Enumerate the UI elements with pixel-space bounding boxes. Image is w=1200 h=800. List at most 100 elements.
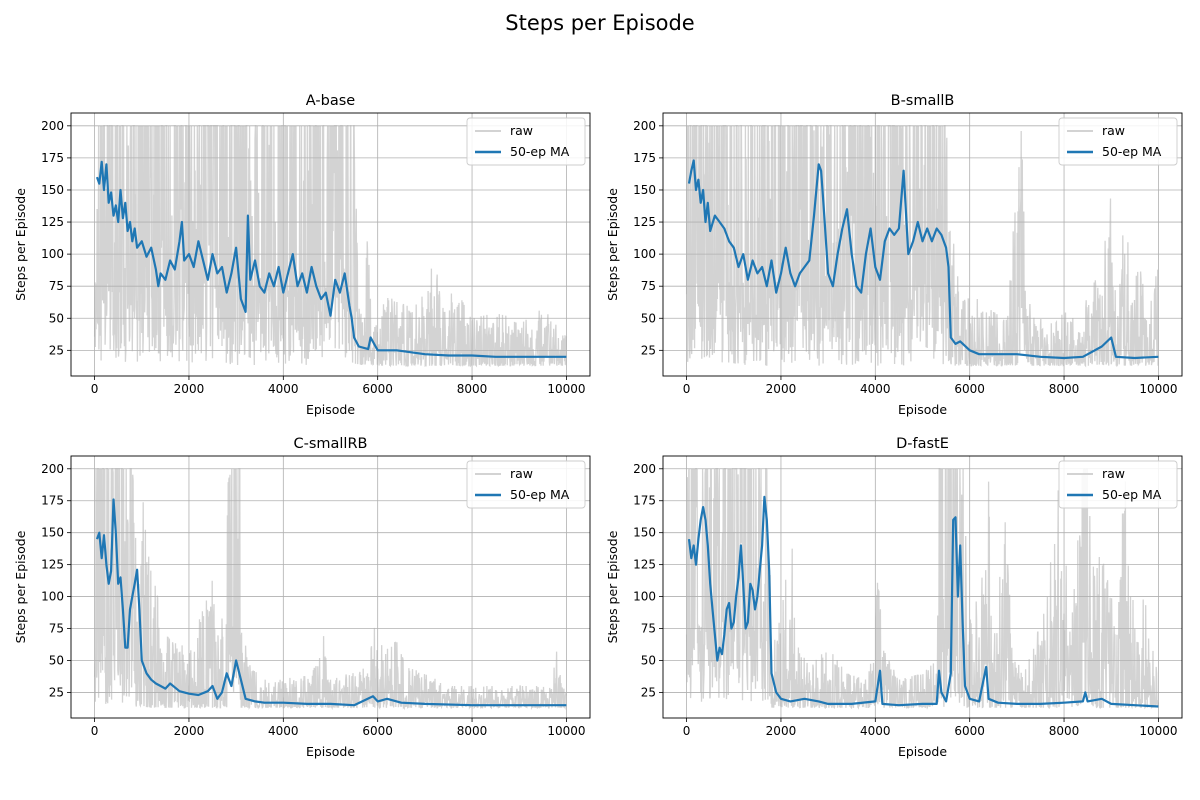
x-tick-label: 0 (91, 724, 99, 738)
y-axis-label: Steps per Episode (605, 530, 620, 643)
legend-box (466, 460, 586, 509)
grid (663, 113, 1182, 376)
legend-label-ma: 50-ep MA (1102, 144, 1162, 159)
y-tick-label: 50 (641, 311, 656, 325)
subplot-3: 0 2000 4000 6000 8000 10000 25 50 75 100 125 150 175… (13, 436, 591, 759)
legend-box (466, 117, 586, 166)
grid (71, 456, 590, 718)
x-tick-label: 6000 (362, 382, 393, 396)
x-tick-label: 2000 (174, 382, 205, 396)
x-axis-label: Episode (898, 402, 947, 417)
y-tick-label: 125 (633, 215, 656, 229)
series-raw (685, 125, 1159, 368)
legend-label-raw: raw (1102, 123, 1125, 138)
x-tick-label: 4000 (268, 724, 299, 738)
subplot-1: 0 2000 4000 6000 8000 10000 25 50 75 100 125 150 175… (13, 93, 591, 417)
subplot-2: 0 2000 4000 6000 8000 10000 25 50 75 100 125 150 175… (605, 93, 1183, 417)
subplot-title: D-fastE (896, 436, 949, 452)
x-tick-label: 0 (683, 724, 691, 738)
y-tick-label: 50 (641, 653, 656, 667)
legend: raw 50-ep MA (466, 460, 586, 509)
y-tick-label: 175 (41, 494, 64, 508)
y-tick-label: 125 (41, 558, 64, 572)
y-tick-label: 100 (41, 590, 64, 604)
y-axis-label: Steps per Episode (13, 188, 28, 301)
y-tick-label: 150 (41, 526, 64, 540)
x-tick-label: 4000 (268, 382, 299, 396)
ma-line (687, 495, 1159, 708)
x-tick-label: 6000 (362, 724, 393, 738)
ma-line (95, 498, 567, 707)
x-tick-label: 6000 (954, 724, 985, 738)
axes-frame (70, 112, 591, 377)
y-tick-label: 175 (41, 151, 64, 165)
x-axis-label: Episode (898, 744, 947, 759)
x-tick-label: 4000 (860, 382, 891, 396)
x-tick-label: 6000 (954, 382, 985, 396)
series-raw (93, 468, 568, 711)
y-tick-label: 100 (41, 247, 64, 261)
y-tick-label: 75 (49, 279, 64, 293)
raw-line (685, 125, 1159, 368)
legend: raw 50-ep MA (1058, 460, 1178, 509)
legend-label-ma: 50-ep MA (1102, 487, 1162, 502)
raw-line (685, 468, 1160, 710)
y-axis-label: Steps per Episode (13, 530, 28, 643)
subplot-title: A-base (306, 93, 355, 109)
y-tick-label: 175 (633, 494, 656, 508)
series-ma (95, 498, 567, 707)
x-tick-label: 8000 (1049, 382, 1080, 396)
series-ma (687, 495, 1159, 708)
legend-box (1058, 117, 1178, 166)
y-tick-label: 100 (633, 247, 656, 261)
y-tick-label: 50 (49, 653, 64, 667)
x-tick-label: 2000 (766, 724, 797, 738)
legend-box (1058, 460, 1178, 509)
y-tick-label: 75 (49, 622, 64, 636)
x-tick-label: 2000 (766, 382, 797, 396)
ma-line (95, 160, 567, 358)
x-axis-label: Episode (306, 402, 355, 417)
y-tick-label: 200 (633, 462, 656, 476)
legend-label-raw: raw (510, 466, 533, 481)
legend: raw 50-ep MA (1058, 117, 1178, 166)
legend: raw 50-ep MA (466, 117, 586, 166)
y-tick-label: 100 (633, 590, 656, 604)
y-tick-label: 25 (641, 343, 656, 357)
legend-label-raw: raw (1102, 466, 1125, 481)
x-tick-label: 2000 (174, 724, 205, 738)
y-tick-label: 200 (41, 462, 64, 476)
y-tick-label: 150 (633, 526, 656, 540)
legend-label-raw: raw (510, 123, 533, 138)
x-tick-label: 10000 (1139, 382, 1177, 396)
axes-frame (662, 455, 1183, 719)
x-tick-label: 10000 (1139, 724, 1177, 738)
y-tick-label: 175 (633, 151, 656, 165)
x-tick-label: 10000 (547, 724, 585, 738)
x-tick-label: 8000 (457, 724, 488, 738)
y-tick-label: 125 (633, 558, 656, 572)
y-tick-label: 125 (41, 215, 64, 229)
grid (71, 113, 590, 376)
x-tick-label: 8000 (1049, 724, 1080, 738)
subplot-4: 0 2000 4000 6000 8000 10000 25 50 75 100 125 150 175… (605, 436, 1183, 759)
y-tick-label: 25 (641, 685, 656, 699)
x-tick-label: 8000 (457, 382, 488, 396)
raw-line (93, 468, 568, 711)
y-tick-label: 150 (41, 183, 64, 197)
y-tick-label: 200 (41, 119, 64, 133)
y-axis-label: Steps per Episode (605, 188, 620, 301)
legend-label-ma: 50-ep MA (510, 144, 570, 159)
y-tick-label: 25 (49, 685, 64, 699)
y-tick-label: 50 (49, 311, 64, 325)
x-tick-label: 0 (683, 382, 691, 396)
axes-frame (70, 455, 591, 719)
y-tick-label: 75 (641, 279, 656, 293)
y-tick-label: 150 (633, 183, 656, 197)
y-tick-label: 25 (49, 343, 64, 357)
x-tick-label: 0 (91, 382, 99, 396)
subplot-title: C-smallRB (293, 436, 367, 452)
x-axis-label: Episode (306, 744, 355, 759)
